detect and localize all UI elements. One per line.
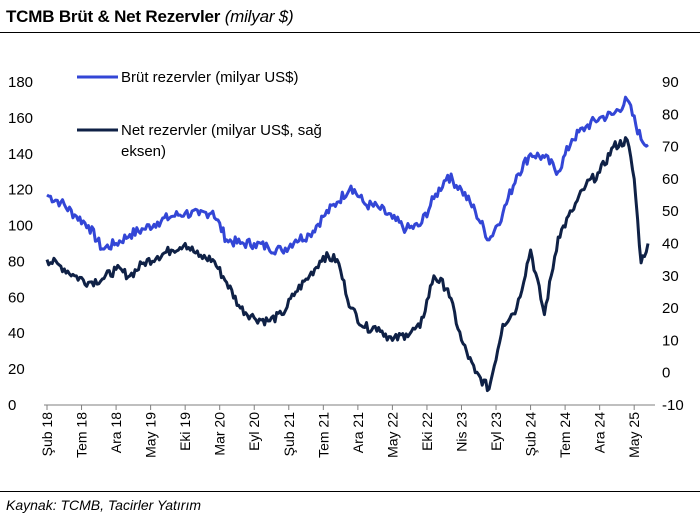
x-axis-tick-label: Eki 22 <box>419 412 435 451</box>
left-axis-tick-label: 20 <box>8 361 25 378</box>
x-axis: Şub 18 Tem 18 Ara 18 May 19 Eki 19 Mar 20 Eyl … <box>39 405 642 458</box>
x-axis-tick-label: Eki 19 <box>177 412 193 451</box>
left-axis: 0 20 40 60 80 100 120 140 160 180 <box>8 74 33 414</box>
x-axis-tick-label: Ara 18 <box>108 412 124 453</box>
left-axis-tick-label: 160 <box>8 110 33 127</box>
left-axis-tick-label: 60 <box>8 289 25 306</box>
x-axis-tick-label: Eyl 23 <box>488 412 504 451</box>
right-axis-tick-label: 0 <box>662 365 670 382</box>
legend-label-gross: Brüt rezervler (milyar US$) <box>121 69 299 86</box>
x-axis-tick-label: May 25 <box>626 412 642 458</box>
x-axis-tick-label: Nis 23 <box>453 412 469 452</box>
x-axis-tick-label: Ara 24 <box>592 412 608 453</box>
x-axis-tick-label: Şub 21 <box>281 412 297 457</box>
right-axis-tick-label: -10 <box>662 397 684 414</box>
x-axis-tick-label: Şub 24 <box>523 412 539 457</box>
x-axis-tick-label: May 22 <box>384 412 400 458</box>
right-axis-tick-label: 40 <box>662 236 679 253</box>
x-axis-tick-label: Eyl 20 <box>246 412 262 451</box>
legend: Brüt rezervler (milyar US$) Net rezervle… <box>77 69 322 160</box>
left-axis-tick-label: 40 <box>8 325 25 342</box>
top-rule <box>0 32 700 33</box>
x-axis-tick-label: Mar 20 <box>212 412 228 456</box>
left-axis-tick-label: 180 <box>8 74 33 91</box>
series-line-net <box>45 136 650 393</box>
right-axis: -10 0 10 20 30 40 50 60 70 80 90 <box>662 74 684 414</box>
x-axis-tick-label: Şub 18 <box>39 412 55 457</box>
right-axis-tick-label: 10 <box>662 332 679 349</box>
right-axis-tick-label: 20 <box>662 300 679 317</box>
x-axis-tick-label: Ara 21 <box>350 412 366 453</box>
left-axis-tick-label: 100 <box>8 218 33 235</box>
right-axis-tick-label: 70 <box>662 139 679 156</box>
chart-title-unit: (milyar $) <box>224 7 294 26</box>
right-axis-tick-label: 50 <box>662 203 679 220</box>
left-axis-tick-label: 0 <box>8 397 16 414</box>
bottom-rule <box>0 491 700 492</box>
right-axis-tick-label: 60 <box>662 171 679 188</box>
right-axis-tick-label: 30 <box>662 268 679 285</box>
left-axis-tick-label: 120 <box>8 182 33 199</box>
right-axis-tick-label: 90 <box>662 74 679 91</box>
series-line-gross <box>46 95 649 256</box>
right-axis-tick-label: 80 <box>662 106 679 123</box>
x-axis-tick-label: Tem 21 <box>315 412 331 458</box>
x-axis-tick-label: Tem 18 <box>74 412 90 458</box>
left-axis-tick-label: 80 <box>8 253 25 270</box>
x-axis-tick-label: Tem 24 <box>557 412 573 458</box>
x-axis-tick-label: May 19 <box>143 412 159 458</box>
chart-title: TCMB Brüt & Net Rezervler (milyar $) <box>6 7 294 27</box>
chart-title-main: TCMB Brüt & Net Rezervler <box>6 7 221 26</box>
legend-label-net: Net rezervler (milyar US$, sağ eksen) <box>121 122 322 160</box>
source-note: Kaynak: TCMB, Tacirler Yatırım <box>6 497 202 513</box>
chart-area: 0 20 40 60 80 100 120 140 160 180 -10 0 10 20 30 40 50 6… <box>8 69 684 458</box>
left-axis-tick-label: 140 <box>8 146 33 163</box>
